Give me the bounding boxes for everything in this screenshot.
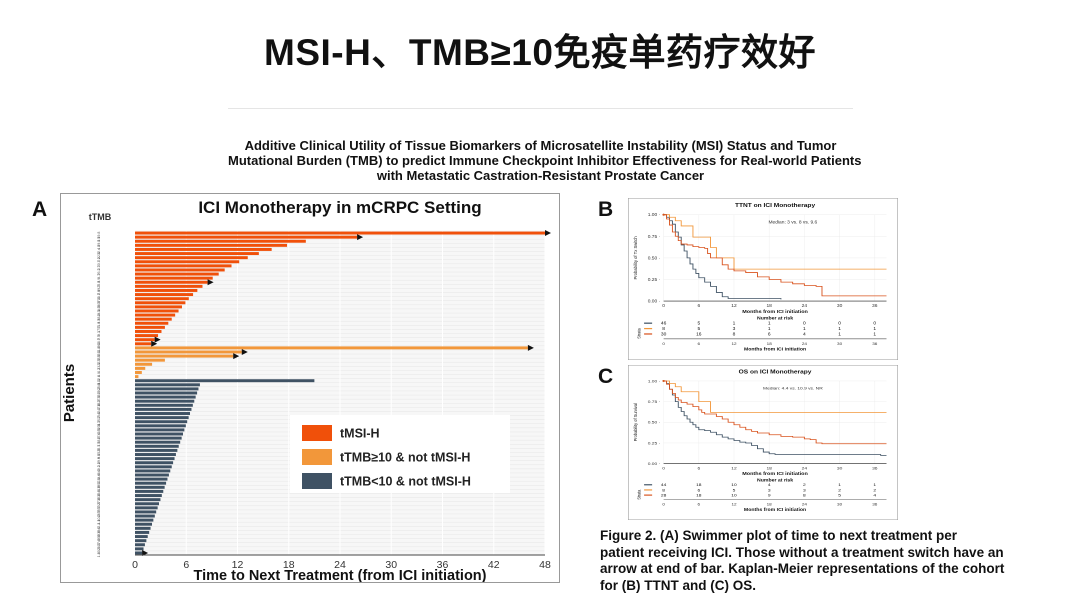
svg-text:1.8: 1.8 <box>97 552 101 557</box>
svg-text:Months from ICI initiation: Months from ICI initiation <box>744 507 806 512</box>
svg-text:18: 18 <box>696 483 702 487</box>
svg-text:24: 24 <box>802 341 808 346</box>
svg-text:OS on ICI Monotherapy: OS on ICI Monotherapy <box>739 370 813 375</box>
svg-text:1.00 ·: 1.00 · <box>648 379 660 383</box>
svg-text:18: 18 <box>766 303 772 308</box>
svg-text:42: 42 <box>488 559 500 571</box>
svg-text:Number at risk: Number at risk <box>757 478 794 483</box>
svg-text:6: 6 <box>183 559 189 571</box>
svg-text:28: 28 <box>661 493 667 497</box>
svg-text:0.75 ·: 0.75 · <box>648 399 660 403</box>
svg-text:24: 24 <box>802 303 808 308</box>
svg-text:Median: 3 vs. 8 vs. 9.6: Median: 3 vs. 8 vs. 9.6 <box>768 220 817 225</box>
svg-text:44: 44 <box>661 483 667 487</box>
svg-text:46: 46 <box>661 321 667 326</box>
svg-text:16: 16 <box>696 332 702 337</box>
svg-text:30: 30 <box>837 303 843 308</box>
svg-text:tTMB: tTMB <box>89 212 112 222</box>
svg-text:Strata: Strata <box>636 328 641 339</box>
svg-text:48: 48 <box>539 559 551 571</box>
svg-text:0.50 ·: 0.50 · <box>648 256 660 261</box>
svg-text:Median: 4.4 vs. 10.9 vs. NR: Median: 4.4 vs. 10.9 vs. NR <box>763 386 823 390</box>
svg-text:Strata: Strata <box>636 489 641 500</box>
svg-text:12: 12 <box>731 303 737 308</box>
svg-text:Months from ICI initiation: Months from ICI initiation <box>744 347 806 353</box>
svg-text:Probability of Survival: Probability of Survival <box>633 403 638 441</box>
svg-text:12: 12 <box>731 466 737 470</box>
svg-text:12: 12 <box>731 341 737 346</box>
svg-text:36: 36 <box>872 502 878 506</box>
svg-text:24: 24 <box>802 502 808 506</box>
svg-text:18: 18 <box>767 341 773 346</box>
svg-text:30: 30 <box>837 466 843 470</box>
svg-text:30: 30 <box>837 341 843 346</box>
svg-text:ICI Monotherapy in mCRPC Setti: ICI Monotherapy in mCRPC Setting <box>198 198 481 217</box>
svg-text:0.00 ·: 0.00 · <box>648 461 660 465</box>
svg-text:10: 10 <box>731 493 737 497</box>
svg-text:30: 30 <box>661 332 667 337</box>
svg-text:0.00 ·: 0.00 · <box>648 299 660 304</box>
svg-text:36: 36 <box>872 466 878 470</box>
svg-text:30: 30 <box>837 502 843 506</box>
svg-text:tTMB≥10 & not tMSI-H: tTMB≥10 & not tMSI-H <box>340 451 470 465</box>
svg-text:Patients: Patients <box>61 364 78 422</box>
svg-text:18: 18 <box>696 493 702 497</box>
svg-text:0.25 ·: 0.25 · <box>648 441 660 445</box>
svg-text:TTNT on ICI Monotherapy: TTNT on ICI Monotherapy <box>735 202 816 208</box>
svg-text:24: 24 <box>802 466 808 470</box>
svg-text:1.00 ·: 1.00 · <box>648 212 660 217</box>
svg-text:36: 36 <box>872 303 878 308</box>
svg-text:12: 12 <box>731 502 737 506</box>
svg-text:0.50 ·: 0.50 · <box>648 420 660 424</box>
svg-text:tTMB<10 & not tMSI-H: tTMB<10 & not tMSI-H <box>340 475 471 489</box>
svg-text:Months from ICI initiation: Months from ICI initiation <box>742 471 808 476</box>
svg-text:0: 0 <box>132 559 138 571</box>
svg-text:Probability of Tx Switch: Probability of Tx Switch <box>633 236 638 280</box>
svg-text:0.25 ·: 0.25 · <box>648 277 660 282</box>
svg-text:Months from ICI initiation: Months from ICI initiation <box>742 309 808 315</box>
svg-text:Time to Next Treatment (from I: Time to Next Treatment (from ICI initiat… <box>194 568 487 583</box>
svg-text:36: 36 <box>872 341 878 346</box>
svg-text:0.75 ·: 0.75 · <box>648 234 660 239</box>
svg-text:18: 18 <box>766 466 772 470</box>
svg-text:18: 18 <box>767 502 773 506</box>
svg-text:Number at risk: Number at risk <box>757 316 793 322</box>
svg-text:10: 10 <box>731 483 737 487</box>
svg-text:tMSI-H: tMSI-H <box>340 427 380 441</box>
